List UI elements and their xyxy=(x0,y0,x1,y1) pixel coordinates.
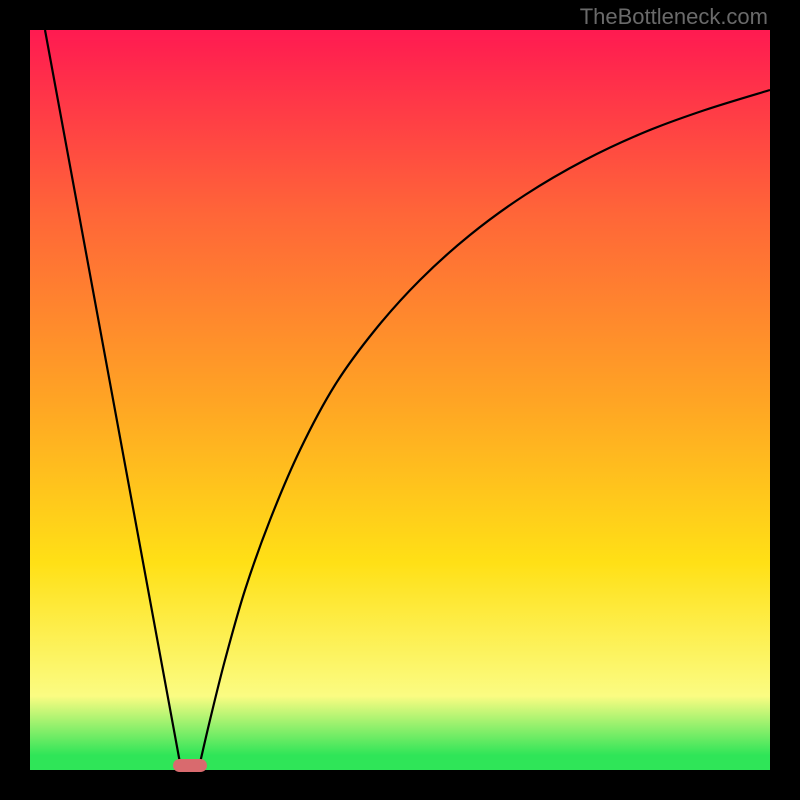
minimum-marker xyxy=(173,759,207,772)
bottleneck-curve xyxy=(30,30,770,770)
curve-line xyxy=(45,30,770,763)
watermark-text: TheBottleneck.com xyxy=(580,4,768,30)
plot-gradient-area xyxy=(30,30,770,770)
chart-frame: TheBottleneck.com xyxy=(0,0,800,800)
